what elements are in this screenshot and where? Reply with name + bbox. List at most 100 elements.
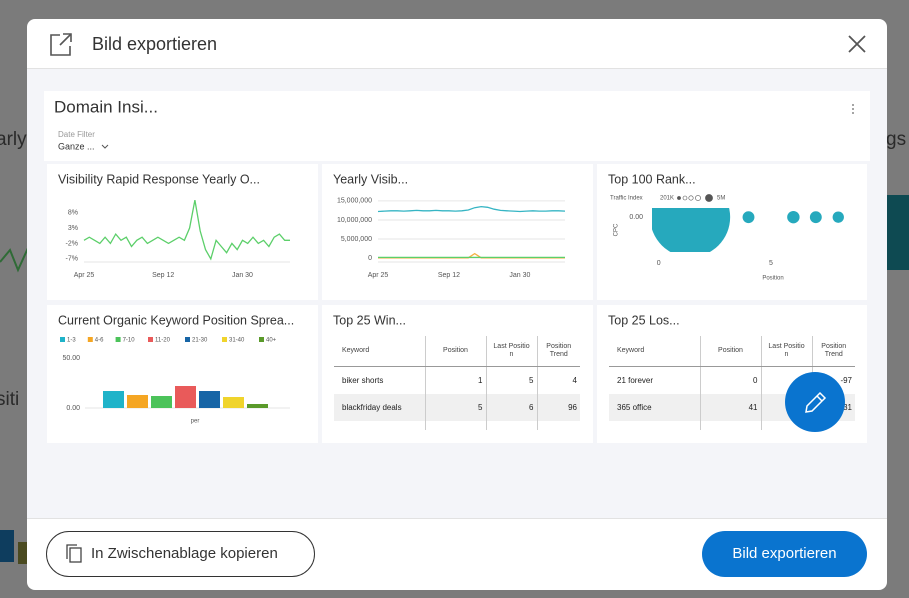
pencil-icon	[805, 391, 827, 413]
x-tick-label: 5	[769, 260, 773, 267]
legend-symbol	[682, 195, 688, 201]
y-tick-label: -7%	[66, 256, 78, 263]
y-tick-label: 0.00	[66, 405, 80, 412]
bubble	[809, 211, 822, 224]
edit-fab[interactable]	[785, 372, 845, 432]
table-container: Keyword Position Last Position Position Tre…	[609, 336, 858, 430]
table: Keyword Position Last Position Position Tre…	[609, 336, 855, 430]
widget-title: Top 100 Rank...	[608, 172, 696, 186]
dashboard-header	[44, 91, 870, 161]
column-header[interactable]: Position	[424, 336, 486, 367]
bg-text: gs	[886, 129, 906, 150]
bar	[247, 404, 268, 408]
bubble	[742, 211, 755, 224]
bar	[175, 386, 196, 408]
export-button[interactable]	[702, 531, 867, 577]
column-header[interactable]: Last Position	[485, 336, 537, 367]
filter-label: Date Filter	[58, 130, 95, 139]
column-header[interactable]: Position	[699, 336, 761, 367]
table-cell: 0	[699, 366, 761, 394]
y-tick-label: 5,000,000	[341, 236, 372, 243]
widget-title: Yearly Visib...	[333, 172, 408, 186]
y-tick-label: 0.00	[629, 214, 643, 221]
bg-block	[887, 195, 909, 270]
bar	[199, 391, 220, 408]
bg-text: arly	[0, 129, 27, 150]
y-tick-label: 3%	[68, 225, 78, 232]
table: Keyword Position Last Position Position Tre…	[334, 336, 580, 430]
bubble	[787, 210, 800, 224]
bar	[127, 395, 148, 408]
table-cell: 96	[536, 394, 580, 421]
table-row: biker shorts 1 5 4	[334, 366, 580, 394]
filter-value[interactable]: Ganze ...	[58, 141, 95, 151]
legend-swatch	[148, 337, 153, 342]
legend-symbol	[705, 194, 713, 202]
bg-block	[0, 530, 14, 562]
y-tick-label: 8%	[68, 209, 78, 216]
table-cell: 5	[485, 366, 537, 394]
x-tick-label: 0	[657, 260, 661, 267]
table-cell: 21 forever	[617, 376, 654, 385]
table-cell: 6	[485, 394, 537, 421]
table-cell: 4	[536, 366, 580, 394]
y-axis-label: CPC	[614, 223, 620, 236]
x-tick-label: Sep 12	[152, 272, 174, 279]
x-tick-label: Apr 25	[74, 272, 95, 279]
legend-swatch	[259, 337, 264, 342]
legend-label: 201K	[660, 196, 674, 202]
table-cell: 4	[699, 421, 761, 430]
x-tick-label: per	[191, 419, 200, 425]
table-cell	[760, 421, 812, 430]
copy-button[interactable]	[46, 531, 315, 577]
legend-label: 1-3	[67, 338, 76, 344]
widget-title: Current Organic Keyword Position Sprea..…	[58, 313, 294, 327]
table-cell: 41	[699, 394, 761, 421]
table-cell: blackfriday deals	[334, 394, 425, 421]
table-row: blue kelly bags12164	[334, 421, 580, 430]
x-tick-label: Jan 30	[509, 272, 530, 279]
y-tick-label: 0	[368, 255, 372, 262]
y-tick-label: 15,000,000	[337, 198, 372, 205]
bar	[103, 391, 124, 408]
bubble	[832, 211, 844, 223]
table-cell: biker shorts	[342, 376, 384, 385]
bg-block	[18, 542, 28, 564]
bar	[151, 396, 172, 408]
table-row: blackfriday deals 5 6 96	[334, 394, 580, 421]
column-header[interactable]: Position Trend	[811, 336, 855, 367]
legend-label: 31-40	[229, 338, 245, 344]
copy-icon	[66, 544, 82, 563]
column-header[interactable]: Position Trend	[536, 336, 580, 367]
table-container: Keyword Position Last Position Position Tre…	[334, 336, 580, 430]
widget	[597, 164, 867, 300]
chevron	[101, 144, 109, 149]
widget	[47, 305, 318, 443]
bg-text: siti	[0, 389, 19, 410]
y-tick-label: -2%	[66, 240, 78, 247]
legend-swatch	[115, 337, 121, 342]
column-header[interactable]: Last Position	[760, 336, 812, 367]
x-tick-label: Jan 30	[232, 272, 253, 279]
table-cell: 16	[485, 421, 537, 430]
y-tick-label: 10,000,000	[337, 217, 372, 224]
legend-label: 21-30	[192, 338, 208, 344]
menu-icon[interactable]	[852, 104, 854, 114]
legend-swatch	[60, 337, 65, 342]
close-button[interactable]	[848, 35, 866, 53]
dialog-title: Bild exportieren	[92, 34, 217, 54]
export-button-label: Bild exportieren	[732, 545, 836, 562]
legend-title: Traffic Index	[610, 196, 643, 202]
legend-label: 11-20	[155, 338, 171, 344]
column-header[interactable]: Keyword	[609, 336, 700, 367]
bg-line	[0, 247, 29, 273]
widget-title: Visibility Rapid Response Yearly O...	[58, 172, 260, 186]
table-cell: 365 office	[609, 394, 700, 421]
column-header[interactable]: Keyword	[334, 336, 425, 367]
line-series	[377, 205, 566, 213]
legend-label: 4-6	[95, 338, 104, 344]
bubble	[652, 208, 731, 252]
widget	[47, 164, 318, 300]
